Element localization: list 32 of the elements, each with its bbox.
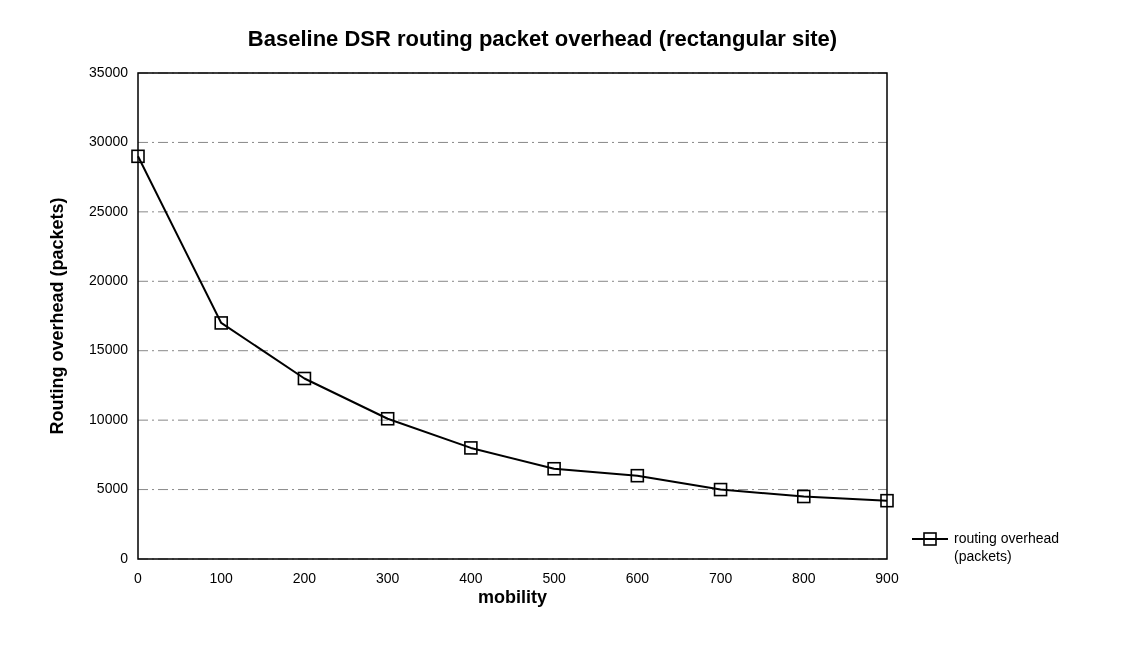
x-tick-label: 400 xyxy=(459,570,483,586)
x-axis-title: mobility xyxy=(477,587,548,607)
y-tick-label: 30000 xyxy=(89,133,129,150)
point xyxy=(796,489,811,504)
y-tick-label: 15000 xyxy=(89,341,129,358)
point xyxy=(131,149,145,164)
x-tick-label: 800 xyxy=(792,570,816,586)
point xyxy=(630,468,645,483)
legend-label: routing overhead (packets) xyxy=(954,529,1060,564)
x-tick-label: 900 xyxy=(875,570,899,586)
y-axis-title: Routing overhead (packets) xyxy=(47,197,67,435)
point xyxy=(297,371,312,386)
y-tick-label: 10000 xyxy=(89,410,129,427)
x-tick-label: 100 xyxy=(209,570,234,586)
x-tick-label: 0 xyxy=(134,570,143,586)
y-tick-label: 25000 xyxy=(89,202,129,219)
x-tick-label: 600 xyxy=(625,570,650,586)
x-tick-label: 200 xyxy=(292,570,317,586)
x-tick-label: 700 xyxy=(708,570,733,586)
x-tick-label: 300 xyxy=(375,570,400,586)
point xyxy=(380,411,395,426)
point xyxy=(713,482,728,497)
x-tick-label: 500 xyxy=(542,570,566,586)
point xyxy=(214,316,229,330)
y-tick-label: 0 xyxy=(120,549,129,566)
chart-title: Baseline DSR routing packet overhead (rectangular site) xyxy=(247,26,838,51)
y-tick-label: 5000 xyxy=(96,480,129,497)
y-tick-label: 20000 xyxy=(89,271,129,288)
point xyxy=(547,461,561,476)
point xyxy=(464,441,478,455)
y-tick-label: 35000 xyxy=(89,63,129,80)
point xyxy=(880,493,894,508)
